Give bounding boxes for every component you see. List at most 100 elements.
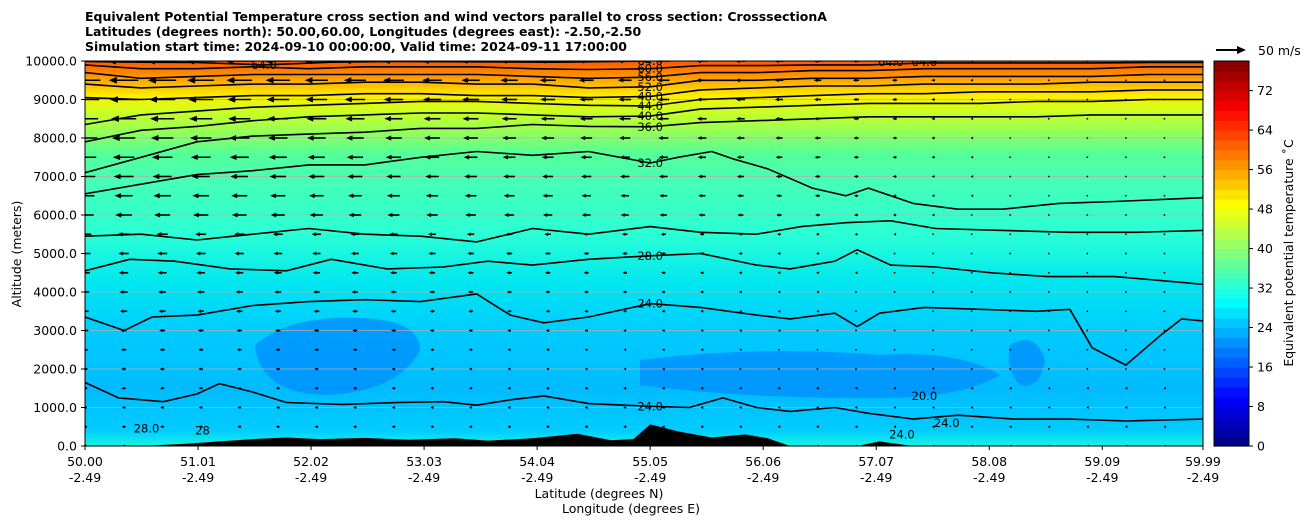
wind-vector (893, 291, 896, 293)
wind-vector-head (931, 194, 935, 198)
wind-vector-head (314, 367, 318, 371)
wind-vector-head (583, 271, 587, 275)
colorbar-tick-label: 8 (1257, 399, 1265, 414)
wind-vector-head (1163, 406, 1166, 409)
contour-line (85, 61, 1203, 71)
wind-vector-head (1086, 406, 1089, 409)
wind-vector-head (970, 425, 974, 429)
wind-vector-head (970, 386, 974, 390)
wind-vector-head (226, 76, 235, 84)
wind-vector-head (467, 290, 472, 294)
wind-vector (1009, 175, 1012, 178)
wind-vector-head (892, 78, 896, 82)
colorbar-segment (1214, 169, 1249, 181)
wind-vector-head (231, 212, 238, 218)
wind-vector (855, 310, 857, 313)
wind-vector-head (428, 251, 433, 256)
wind-vector (1163, 271, 1166, 274)
wind-vector-head (270, 212, 277, 218)
wind-vector-head (275, 348, 279, 352)
contour-lines (85, 61, 1203, 422)
wind-vector-head (275, 367, 279, 371)
wind-vector-head (269, 173, 276, 180)
wind-vector-head (463, 154, 470, 160)
contour-label: 28 (195, 424, 210, 438)
x-tick-label-longitude: -2.49 (747, 470, 779, 485)
wind-vector (893, 368, 896, 370)
colorbar-segment (1214, 436, 1249, 447)
contour-label: 64.0 (912, 55, 938, 69)
wind-vector-head (266, 96, 275, 103)
colorbar-tick-label: 48 (1257, 202, 1273, 217)
contour-line (85, 220, 1203, 243)
wind-vector-head (273, 251, 278, 256)
wind-vector-head (658, 174, 664, 179)
wind-vector-head (584, 367, 588, 371)
wind-vector-head (120, 348, 125, 352)
wind-vector-head (313, 290, 317, 294)
wind-vector-head (813, 97, 818, 102)
wind-vector-head (385, 154, 392, 160)
wind-vector-head (305, 96, 313, 103)
wind-vector-head (617, 77, 624, 83)
wind-vector-head (698, 213, 703, 217)
wind-vector-head (463, 135, 469, 141)
wind-vector-head (121, 425, 125, 429)
wind-vector-head (892, 136, 896, 140)
wind-vector-head (157, 270, 162, 275)
wind-vector-head (931, 78, 935, 82)
wind-vector-head (157, 251, 162, 256)
colorbar-frame (1213, 60, 1250, 447)
wind-vector-head (264, 61, 273, 65)
y-tick-label: 1000.0 (33, 400, 77, 415)
wind-vector-head (347, 174, 354, 179)
contour-label: 28.0 (134, 422, 160, 436)
colorbar-segment (1214, 327, 1249, 339)
wind-vector-head (581, 193, 586, 198)
wind-vector-head (700, 329, 704, 332)
wind-vector-head (309, 193, 315, 199)
wind-vector-head (506, 290, 510, 294)
wind-vector (1163, 214, 1166, 216)
wind-vector (1124, 214, 1127, 216)
wind-vector-head (383, 96, 391, 103)
wind-vector-head (235, 290, 240, 294)
colorbar-tick-label: 40 (1257, 241, 1273, 256)
wind-vector-head (307, 154, 315, 160)
wind-vector-head (108, 76, 117, 84)
wind-vector-head (814, 194, 819, 198)
wind-vector-head (931, 425, 935, 429)
contour-label: 32.0 (637, 156, 663, 170)
wind-vector-head (542, 174, 547, 179)
wind-vector-head (931, 117, 935, 121)
contour-label: 52.0 (637, 80, 663, 94)
wind-vector (1086, 137, 1089, 139)
wind-vector-head (265, 77, 274, 84)
wind-vector-head (892, 213, 896, 217)
wind-vector-head (738, 290, 742, 294)
wind-vector-head (154, 212, 161, 218)
wind-vector (970, 233, 973, 236)
wind-vector-head (314, 386, 318, 390)
x-tick-label-latitude: 56.06 (745, 454, 781, 469)
wind-vector-head (739, 329, 742, 332)
wind-vector-head (662, 367, 665, 371)
wind-vector-head (893, 386, 896, 390)
wind-vector-head (892, 155, 896, 159)
wind-vector-head (391, 386, 395, 390)
wind-vector-head (931, 175, 935, 178)
wind-vector-head (814, 136, 818, 140)
wind-vector-head (578, 77, 585, 83)
wind-vector-head (657, 97, 663, 102)
wind-vector-head (931, 406, 935, 409)
wind-vector-head (814, 174, 819, 179)
cold-pocket (1008, 340, 1045, 386)
wind-vector-head (306, 135, 314, 141)
wind-vector-head (313, 328, 318, 333)
wind-vector-head (111, 134, 120, 142)
wind-vector-head (466, 232, 471, 237)
wind-vector-head (892, 175, 896, 178)
wind-vector-head (622, 290, 626, 294)
wind-vector-head (813, 78, 818, 83)
colorbar-segment (1214, 297, 1249, 309)
